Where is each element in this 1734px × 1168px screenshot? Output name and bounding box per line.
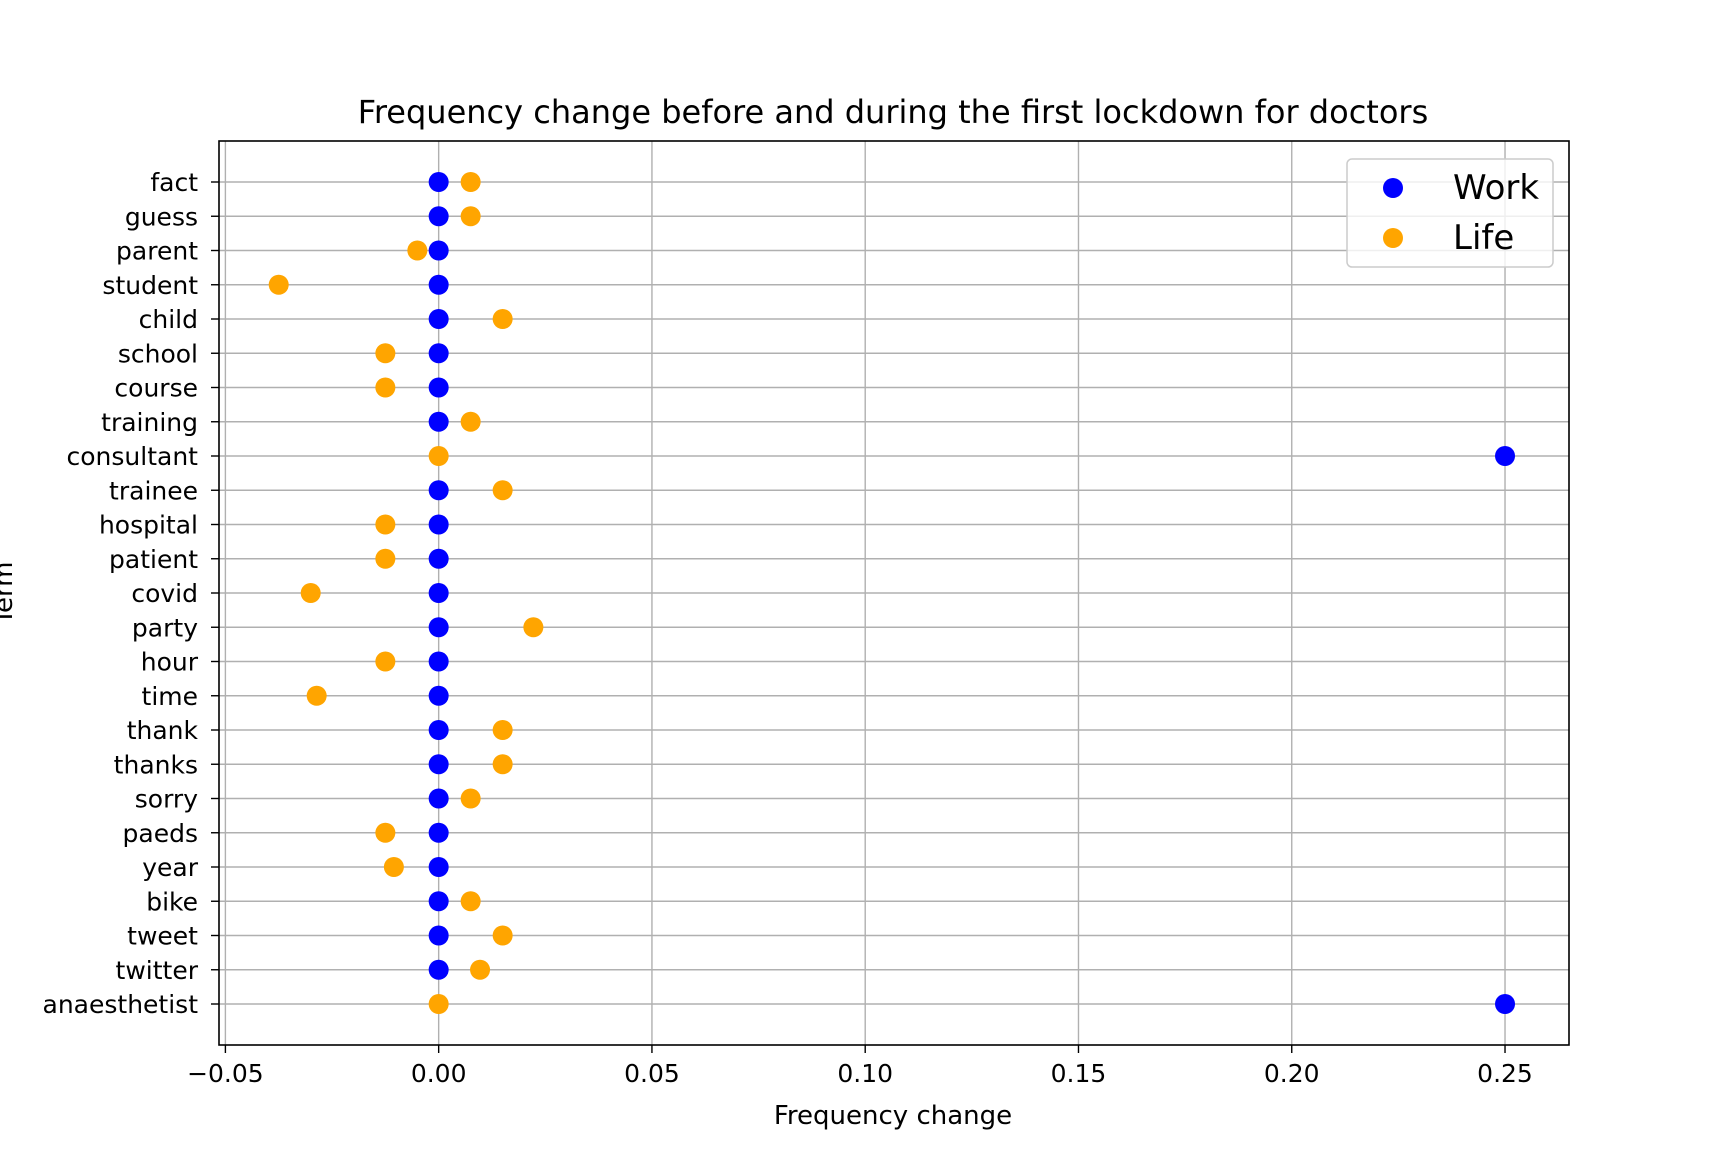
point-life-trainee — [492, 480, 513, 501]
point-work-anaesthetist — [1495, 994, 1516, 1014]
point-work-twitter — [428, 959, 449, 980]
point-work-sorry — [428, 788, 449, 809]
point-work-patient — [428, 548, 449, 569]
point-work-bike — [428, 891, 449, 912]
point-life-guess — [460, 206, 481, 227]
point-work-trainee — [428, 480, 449, 501]
point-life-time — [306, 685, 327, 706]
point-work-tweet — [428, 925, 449, 946]
point-life-covid — [300, 583, 321, 603]
point-life-paeds — [375, 822, 396, 843]
y-tick-label-consultant: consultant — [67, 442, 199, 471]
point-work-fact — [428, 172, 449, 192]
point-work-year — [428, 857, 449, 877]
y-tick-label-thank: thank — [127, 716, 199, 745]
x-tick-label: 0.05 — [624, 1059, 680, 1088]
y-tick-label-hospital: hospital — [99, 511, 198, 540]
y-tick-label-thanks: thanks — [114, 750, 198, 779]
y-tick-label-parent: parent — [116, 237, 198, 266]
point-life-school — [375, 343, 396, 364]
x-tick-label: −0.05 — [187, 1059, 264, 1088]
y-tick-label-patient: patient — [109, 545, 198, 574]
point-life-fact — [460, 172, 481, 192]
y-tick-label-school: school — [118, 339, 198, 368]
legend-label-work: Work — [1453, 168, 1539, 208]
legend-marker-work — [1383, 178, 1403, 198]
x-tick-label: 0.00 — [411, 1059, 467, 1088]
y-tick-label-year: year — [142, 853, 198, 882]
point-life-twitter — [470, 959, 491, 980]
point-work-guess — [428, 206, 449, 227]
y-tick-label-hour: hour — [141, 648, 199, 677]
x-tick-label: 0.10 — [837, 1059, 893, 1088]
point-work-hospital — [428, 514, 449, 535]
point-life-parent — [407, 240, 428, 261]
point-life-child — [492, 309, 513, 329]
legend-marker-life — [1383, 228, 1403, 248]
point-work-hour — [428, 651, 449, 672]
y-tick-label-student: student — [102, 271, 198, 300]
axis-ticks: −0.05 0.00 0.05 0.10 0.15 0.20 0.25 fact guess pa… — [43, 168, 1533, 1088]
y-tick-label-paeds: paeds — [123, 819, 198, 848]
point-work-time — [428, 685, 449, 706]
point-work-child — [428, 309, 449, 329]
point-life-year — [383, 857, 404, 877]
point-life-student — [268, 274, 289, 295]
point-life-tweet — [492, 925, 513, 946]
y-tick-label-time: time — [142, 682, 198, 711]
y-tick-label-tweet: tweet — [127, 922, 198, 951]
y-tick-label-bike: bike — [146, 887, 198, 916]
chart-title: Frequency change before and during the f… — [358, 93, 1428, 131]
point-work-training — [428, 411, 449, 432]
x-axis-label: Frequency change — [774, 1101, 1012, 1131]
y-tick-label-covid: covid — [131, 579, 198, 608]
point-work-student — [428, 274, 449, 295]
x-tick-label: 0.25 — [1477, 1059, 1533, 1088]
point-work-parent — [428, 240, 449, 261]
point-life-thanks — [492, 754, 513, 775]
point-work-course — [428, 377, 449, 398]
point-work-thanks — [428, 754, 449, 775]
y-tick-label-sorry: sorry — [135, 785, 198, 814]
y-axis-label: Term — [0, 561, 19, 625]
y-tick-label-guess: guess — [125, 202, 198, 231]
point-life-hospital — [375, 514, 396, 535]
point-life-training — [460, 411, 481, 432]
y-tick-label-trainee: trainee — [109, 476, 198, 505]
x-tick-label: 0.15 — [1051, 1059, 1107, 1088]
point-life-party — [523, 617, 544, 638]
y-tick-label-fact: fact — [150, 168, 198, 197]
y-tick-label-anaesthetist: anaesthetist — [43, 990, 199, 1019]
y-tick-label-child: child — [139, 305, 198, 334]
y-tick-label-twitter: twitter — [116, 956, 199, 985]
point-work-consultant — [1495, 446, 1516, 466]
point-work-school — [428, 343, 449, 364]
point-work-thank — [428, 720, 449, 740]
point-life-sorry — [460, 788, 481, 809]
y-tick-label-course: course — [114, 374, 198, 403]
data-points — [268, 172, 1516, 1014]
point-life-bike — [460, 891, 481, 912]
point-work-party — [428, 617, 449, 638]
point-life-anaesthetist — [428, 994, 449, 1014]
y-tick-label-party: party — [132, 613, 198, 642]
x-tick-label: 0.20 — [1264, 1059, 1320, 1088]
point-life-thank — [492, 720, 513, 740]
point-life-consultant — [428, 446, 449, 466]
point-work-paeds — [428, 822, 449, 843]
point-life-patient — [375, 548, 396, 569]
point-life-course — [375, 377, 396, 398]
legend: Work Life — [1346, 158, 1554, 268]
y-tick-label-training: training — [101, 408, 198, 437]
plot-area-frame — [218, 140, 1570, 1046]
point-life-hour — [375, 651, 396, 672]
point-work-covid — [428, 583, 449, 603]
legend-label-life: Life — [1453, 218, 1514, 258]
